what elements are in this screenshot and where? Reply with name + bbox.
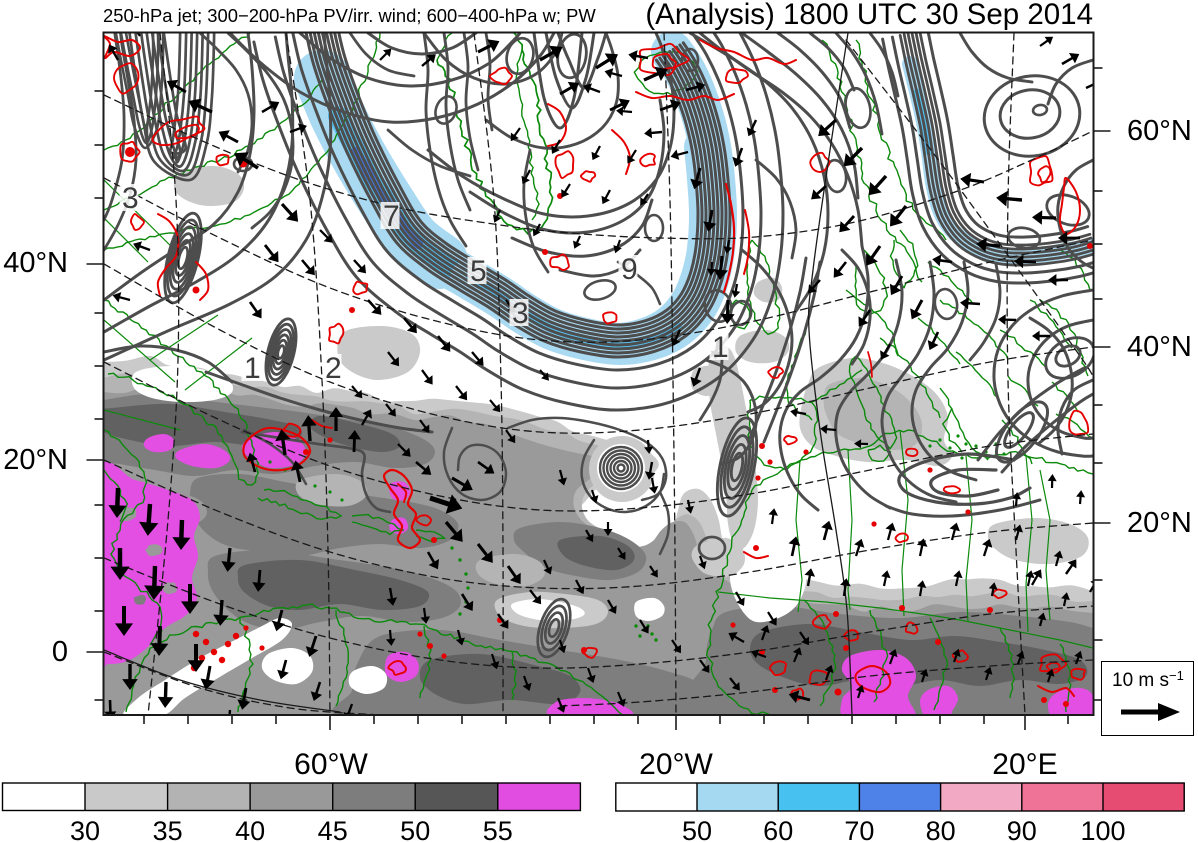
svg-text:50: 50 xyxy=(682,816,712,842)
svg-text:1: 1 xyxy=(244,352,261,385)
svg-text:35: 35 xyxy=(153,816,183,842)
svg-text:3: 3 xyxy=(512,297,529,330)
svg-text:5: 5 xyxy=(470,255,487,288)
svg-text:30: 30 xyxy=(70,816,100,842)
svg-text:7: 7 xyxy=(383,200,400,233)
svg-text:45: 45 xyxy=(318,816,348,842)
svg-text:90: 90 xyxy=(1007,816,1037,842)
svg-text:40: 40 xyxy=(235,816,265,842)
svg-text:80: 80 xyxy=(926,816,956,842)
svg-text:70: 70 xyxy=(844,816,874,842)
svg-text:55: 55 xyxy=(483,816,513,842)
svg-text:100: 100 xyxy=(1080,816,1125,842)
svg-text:60: 60 xyxy=(763,816,793,842)
svg-text:2: 2 xyxy=(325,352,342,385)
svg-text:9: 9 xyxy=(621,253,638,286)
svg-text:3: 3 xyxy=(122,182,139,215)
svg-text:50: 50 xyxy=(400,816,430,842)
svg-text:1: 1 xyxy=(712,331,729,364)
